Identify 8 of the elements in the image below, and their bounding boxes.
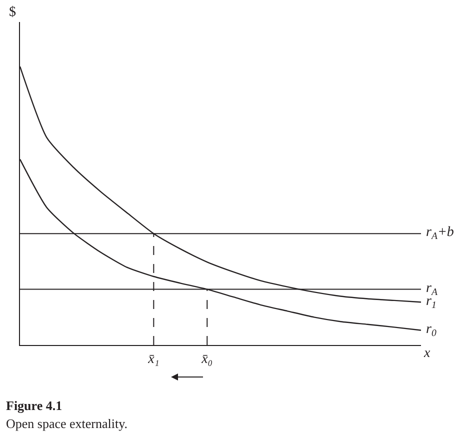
y-axis-title: $ [9,5,16,20]
caption: Figure 4.1 [6,398,62,414]
x-axis-title: x [423,346,431,361]
text: Open space externality. [6,416,128,432]
series-label: r$_{0}$ [426,322,436,339]
ref-line-label: r$_{A}$+b [426,225,454,242]
x-tick-label: x̄₁ [147,352,160,367]
x-tick-label: x̄₀ [200,352,213,367]
